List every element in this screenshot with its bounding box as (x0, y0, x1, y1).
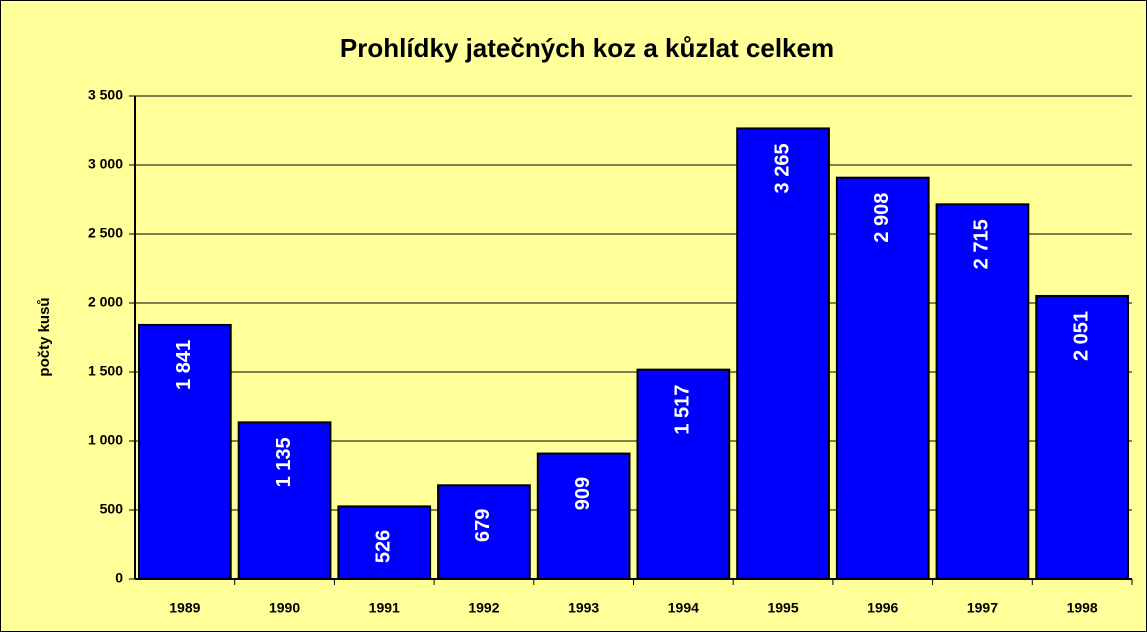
x-tick-label: 1990 (269, 600, 300, 616)
y-tick-label: 500 (100, 501, 124, 517)
data-label: 3 265 (771, 143, 793, 193)
y-tick-label: 2 500 (88, 225, 123, 241)
data-label: 1 517 (672, 385, 694, 435)
y-tick-label: 1 500 (88, 363, 123, 379)
bar (636, 368, 731, 580)
bar (137, 323, 232, 580)
bar (536, 452, 631, 581)
bar (935, 203, 1030, 581)
x-tick-label: 1995 (767, 600, 798, 616)
y-tick-label: 1 000 (88, 432, 123, 448)
data-label: 1 841 (173, 340, 195, 390)
y-tick-label: 2 000 (88, 294, 123, 310)
data-label: 2 051 (1070, 311, 1092, 361)
y-tick-label: 3 000 (88, 156, 123, 172)
bar (237, 421, 332, 580)
x-tick-label: 1994 (668, 600, 699, 616)
data-label: 2 715 (971, 219, 993, 269)
data-label: 909 (572, 477, 594, 510)
y-tick-label: 0 (115, 570, 123, 586)
bar (337, 505, 432, 580)
bar (835, 176, 930, 580)
y-tick-label: 3 500 (88, 87, 123, 103)
x-tick-label: 1991 (369, 600, 400, 616)
bar (437, 484, 531, 581)
data-label: 679 (472, 509, 494, 542)
x-tick-label: 1996 (867, 600, 898, 616)
y-axis-label: počty kusů (36, 297, 53, 376)
data-label: 1 135 (273, 437, 295, 487)
data-label: 526 (373, 530, 395, 563)
bar (736, 127, 830, 580)
chart-title: Prohlídky jatečných koz a kůzlat celkem (340, 33, 834, 63)
data-label: 2 908 (871, 193, 893, 243)
x-tick-label: 1993 (568, 600, 599, 616)
x-tick-label: 1998 (1067, 600, 1098, 616)
bar (1035, 294, 1130, 580)
x-tick-label: 1992 (468, 600, 499, 616)
x-tick-label: 1997 (967, 600, 998, 616)
x-tick-label: 1989 (169, 600, 200, 616)
